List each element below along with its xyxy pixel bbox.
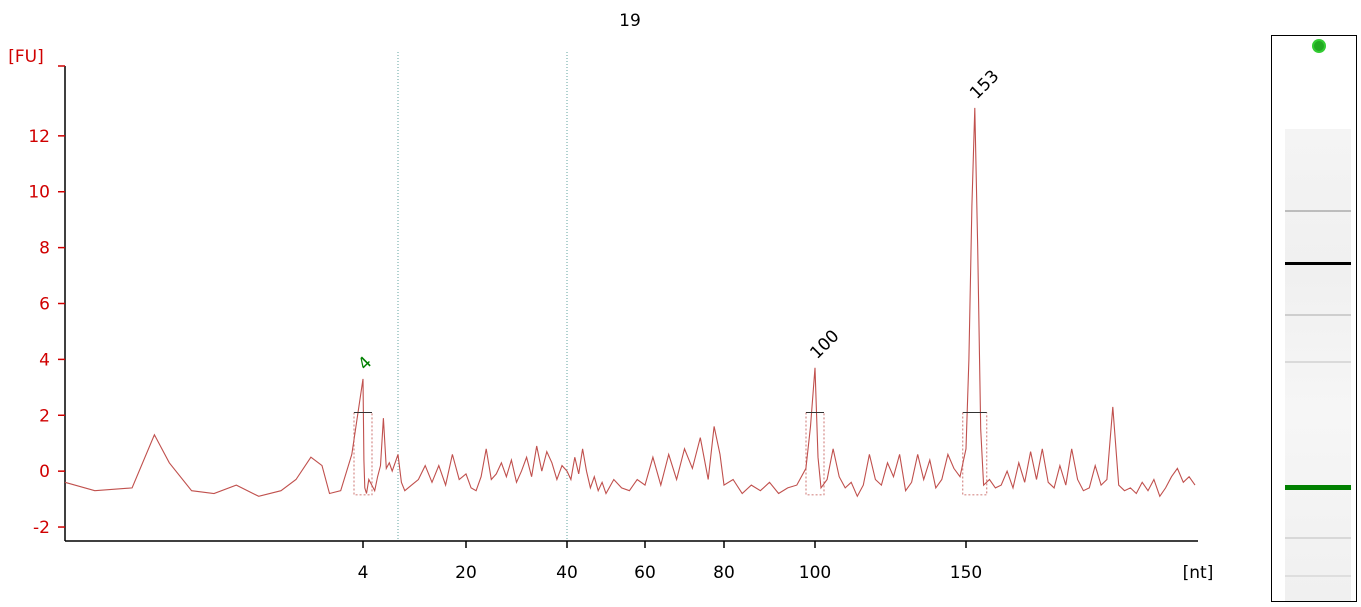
y-tick-label: 4 bbox=[39, 350, 50, 370]
sample-title: 19 bbox=[619, 11, 641, 31]
y-tick-label: 2 bbox=[39, 406, 50, 426]
x-tick-label: 40 bbox=[556, 563, 578, 583]
gel-band bbox=[1285, 574, 1351, 577]
gel-lane-image bbox=[1271, 35, 1357, 602]
gel-band bbox=[1285, 313, 1351, 316]
y-tick-label: 10 bbox=[28, 183, 50, 203]
peak-label: 4 bbox=[354, 353, 376, 375]
peak-label-group: 4 100 153 bbox=[353, 66, 1003, 496]
gel-lane-background bbox=[1285, 129, 1351, 601]
peak-integration-box bbox=[353, 412, 373, 496]
gel-band bbox=[1285, 361, 1351, 364]
y-tick-label: 12 bbox=[28, 127, 50, 147]
gel-marker-dot bbox=[1314, 41, 1324, 51]
trace-line bbox=[64, 107, 1196, 498]
y-axis-label: [FU] bbox=[8, 47, 44, 67]
y-tick-label: 0 bbox=[39, 462, 50, 482]
x-tick-label: 4 bbox=[358, 563, 369, 583]
x-tick-label: 20 bbox=[455, 563, 477, 583]
gel-band bbox=[1285, 484, 1351, 490]
vertical-guide-group bbox=[397, 52, 568, 541]
y-tick-label: -2 bbox=[33, 518, 50, 538]
x-tick-label: 60 bbox=[634, 563, 656, 583]
peak-label: 100 bbox=[806, 326, 843, 363]
x-tick-label: 100 bbox=[799, 563, 831, 583]
peak-integration-box bbox=[805, 412, 825, 496]
gel-band bbox=[1285, 536, 1351, 539]
x-tick-label: 150 bbox=[950, 563, 982, 583]
x-axis-label: [nt] bbox=[1183, 563, 1214, 583]
series-group bbox=[64, 107, 1196, 498]
y-tick-group: -2 0 2 4 6 8 10 12 bbox=[28, 65, 65, 538]
x-tick-group: 4 20 40 60 80 100 150 bbox=[358, 541, 982, 583]
peak-label: 153 bbox=[966, 66, 1003, 103]
gel-band bbox=[1285, 261, 1351, 265]
y-tick-label: 6 bbox=[39, 295, 50, 315]
peak-integration-box bbox=[962, 412, 988, 496]
x-tick-label: 80 bbox=[713, 563, 735, 583]
gel-band bbox=[1285, 209, 1351, 212]
y-tick-label: 8 bbox=[39, 239, 50, 259]
